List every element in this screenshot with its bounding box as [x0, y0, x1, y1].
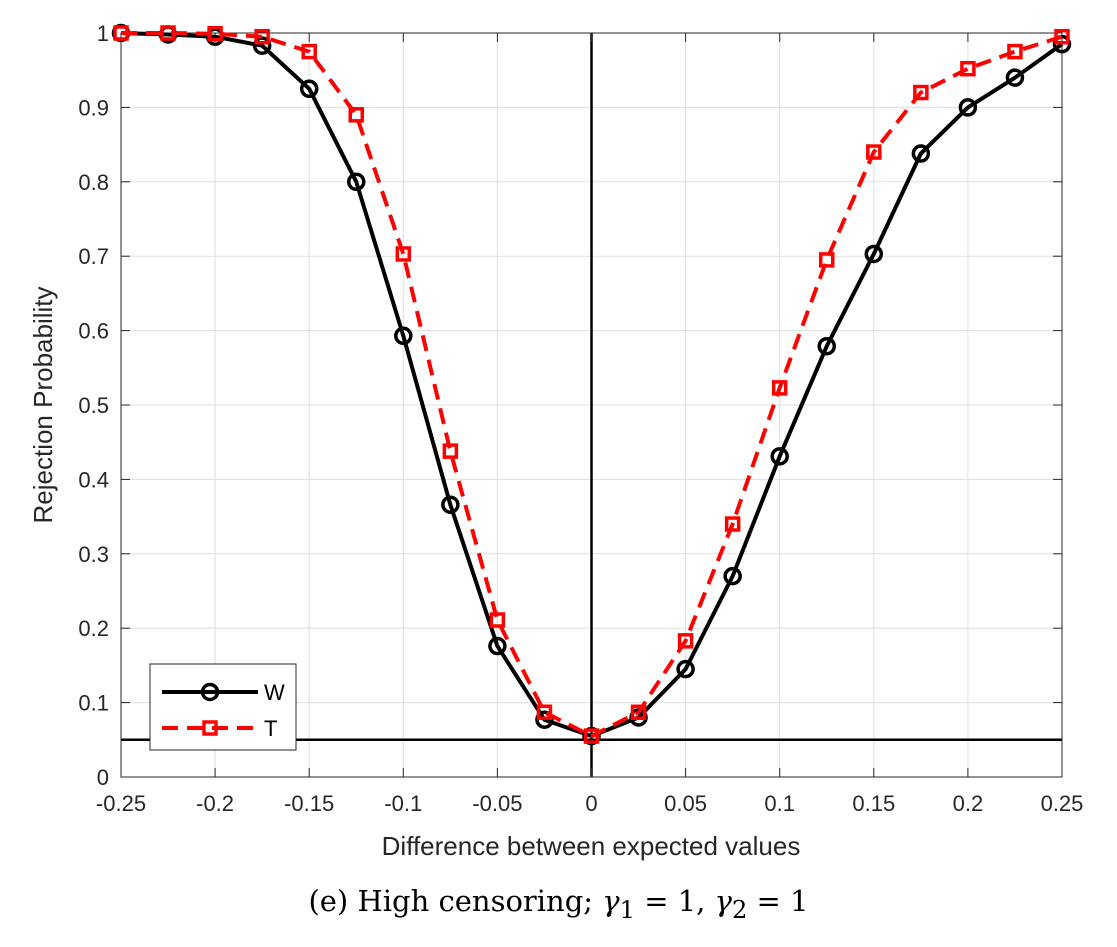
figure-caption: (e) High censoring; γ1 = 1, γ2 = 1	[0, 884, 1117, 924]
y-tick-label: 0.4	[78, 467, 109, 492]
legend-label-w: W	[264, 680, 285, 705]
x-tick-label: 0.15	[852, 791, 895, 816]
legend-marker-w	[200, 682, 220, 702]
data-point-T	[1007, 43, 1023, 60]
data-point-T	[771, 380, 788, 396]
x-axis-ticks: -0.25 -0.2 -0.15 -0.1 -0.05 0 0.05 0.1 0.15 0.2 0.…	[96, 33, 1083, 816]
x-tick-label: -0.05	[472, 791, 522, 816]
data-point-T	[630, 704, 647, 721]
legend: W T	[149, 663, 297, 751]
data-point-T	[160, 25, 176, 41]
data-point-T	[395, 246, 412, 262]
series-line-T	[121, 31, 1063, 739]
x-tick-label: -0.1	[384, 791, 422, 816]
x-tick-label: 0.2	[953, 791, 984, 816]
caption-gamma-1: γ	[602, 884, 620, 918]
data-point-W	[441, 495, 460, 514]
data-point-W	[1005, 68, 1025, 87]
x-tick-label: -0.2	[196, 791, 234, 816]
y-tick-label: 0.7	[78, 244, 109, 269]
caption-eq-2: = 1	[747, 884, 809, 918]
data-point-T	[207, 25, 223, 42]
x-tick-label: -0.25	[96, 791, 146, 816]
x-tick-label: -0.15	[284, 791, 334, 816]
data-point-T	[348, 107, 364, 123]
data-point-W	[252, 36, 272, 55]
series-T	[113, 25, 1070, 744]
data-point-T	[583, 728, 600, 744]
x-tick-label: 0.25	[1041, 791, 1084, 816]
data-point-W	[911, 144, 931, 163]
series-group	[111, 23, 1072, 746]
data-point-T	[536, 704, 553, 721]
data-point-T	[866, 144, 882, 160]
legend-box	[149, 663, 297, 751]
y-tick-label: 0.5	[78, 393, 109, 418]
y-axis-ticks: 0 0.1 0.2 0.3 0.4 0.5 0.6 0.7 0.8 0.9 1	[78, 21, 1062, 790]
data-point-W	[299, 79, 319, 99]
data-point-W	[958, 98, 978, 117]
x-tick-label: 0.05	[664, 791, 707, 816]
data-point-T	[442, 443, 459, 459]
caption-gamma-2: γ	[714, 884, 732, 918]
data-point-W	[770, 447, 789, 466]
data-point-T	[113, 25, 129, 41]
caption-sub-1: 1	[619, 895, 635, 924]
data-point-T	[301, 43, 317, 60]
y-tick-label: 1	[97, 21, 109, 46]
data-point-T	[819, 252, 835, 268]
data-point-T	[913, 84, 929, 101]
x-tick-label: 0.1	[764, 791, 795, 816]
caption-prefix: (e) High censoring;	[308, 884, 603, 918]
legend-marker-t	[202, 720, 218, 736]
y-tick-label: 0	[97, 765, 109, 790]
data-point-W	[347, 172, 366, 192]
data-point-T	[489, 612, 506, 628]
caption-eq-1: = 1,	[635, 884, 715, 918]
data-point-W	[864, 244, 884, 264]
caption-sub-2: 2	[731, 895, 748, 924]
x-tick-label: 0	[585, 791, 597, 816]
y-tick-label: 0.3	[78, 542, 109, 567]
data-point-T	[1054, 28, 1070, 45]
data-point-W	[488, 636, 507, 656]
data-point-W	[723, 566, 742, 586]
y-tick-label: 0.2	[78, 616, 109, 641]
y-tick-label: 0.8	[78, 170, 109, 195]
data-point-W	[817, 336, 836, 356]
data-point-W	[676, 659, 695, 679]
data-point-T	[960, 60, 976, 77]
rejection-probability-chart: -0.25 -0.2 -0.15 -0.1 -0.05 0 0.05 0.1 0.15 0.2 0.…	[28, 21, 1083, 861]
data-point-T	[724, 516, 741, 532]
y-tick-label: 0.9	[78, 95, 109, 120]
data-point-T	[254, 28, 270, 45]
y-tick-label: 0.6	[78, 319, 109, 344]
legend-label-t: T	[264, 716, 277, 741]
y-tick-label: 0.1	[78, 691, 109, 716]
data-point-W	[394, 326, 413, 346]
data-point-T	[677, 633, 694, 649]
y-axis-title: Rejection Probability	[28, 286, 58, 523]
x-axis-title: Difference between expected values	[382, 831, 801, 861]
